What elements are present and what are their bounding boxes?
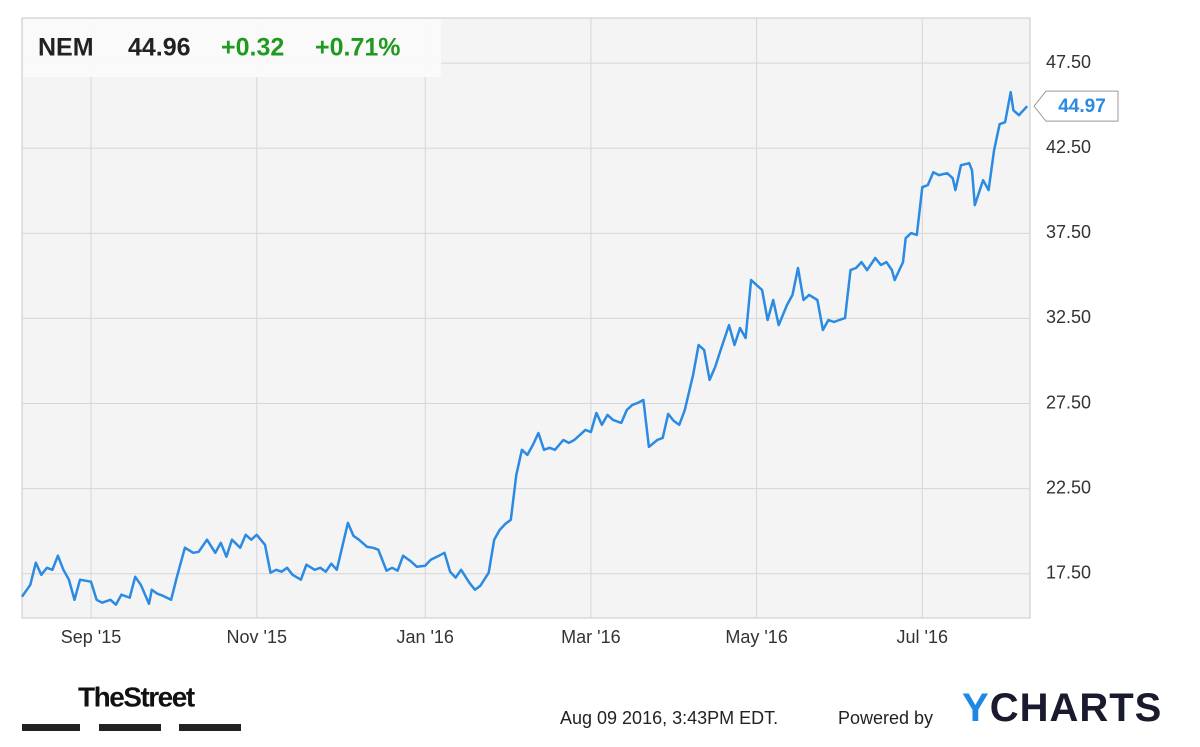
y-tick-label: 47.50 [1046, 52, 1091, 72]
y-tick-label: 42.50 [1046, 137, 1091, 157]
grid [22, 18, 1030, 618]
symbol: NEM [38, 34, 94, 62]
y-tick-label: 32.50 [1046, 307, 1091, 327]
marks [20, 90, 1029, 606]
x-tick-label: Jul '16 [897, 627, 948, 647]
change: +0.32 [221, 34, 284, 62]
y-tick-label: 17.50 [1046, 562, 1091, 582]
y-tick-label: 27.50 [1046, 392, 1091, 412]
x-tick-label: Sep '15 [61, 627, 122, 647]
quote-box [23, 19, 441, 77]
brand-logo: YCHARTS [962, 686, 1163, 730]
x-tick-label: Nov '15 [227, 627, 287, 647]
last-value-label: 44.97 [1058, 96, 1106, 117]
price: 44.96 [128, 34, 191, 62]
x-tick-label: Jan '16 [396, 627, 453, 647]
y-tick-label: 37.50 [1046, 222, 1091, 242]
publisher-logo: TheStreet [78, 681, 195, 712]
y-tick-label: 22.50 [1046, 477, 1091, 497]
last-value-tag [1033, 90, 1119, 122]
x-tick-label: May '16 [725, 627, 787, 647]
change-percent: +0.71% [315, 34, 401, 62]
powered-by: Powered by [838, 708, 933, 728]
logo-bar [179, 724, 241, 731]
price-line [20, 90, 1029, 606]
timestamp: Aug 09 2016, 3:43PM EDT. [560, 708, 778, 728]
logo-bar [22, 724, 80, 731]
x-tick-label: Mar '16 [561, 627, 620, 647]
logo-bar [99, 724, 161, 731]
